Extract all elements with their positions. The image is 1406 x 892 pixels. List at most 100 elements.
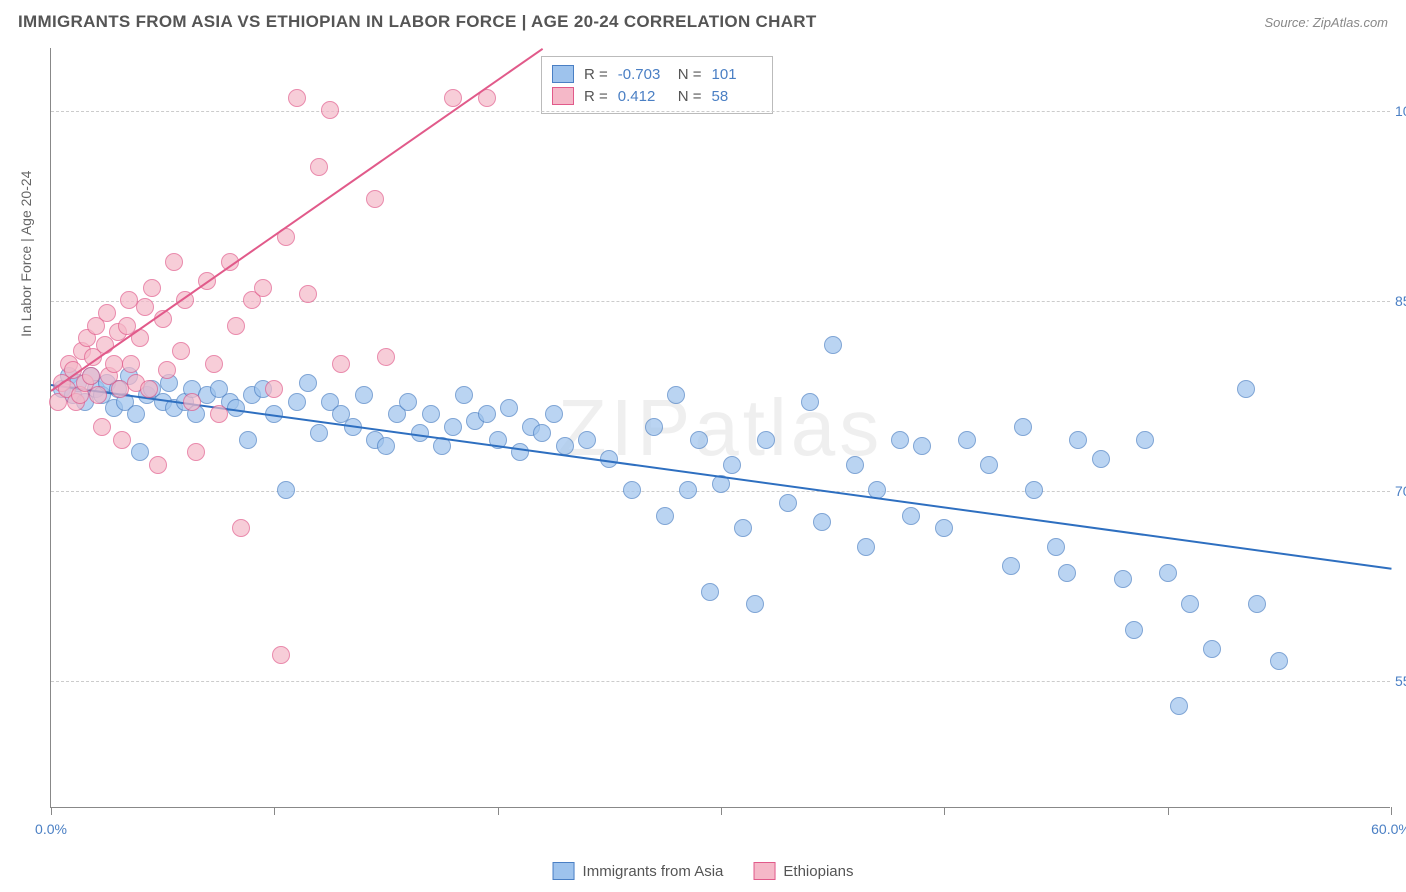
- data-point: [891, 431, 909, 449]
- data-point: [913, 437, 931, 455]
- stat-r-label: R =: [584, 88, 608, 105]
- data-point: [98, 304, 116, 322]
- data-point: [511, 443, 529, 461]
- data-point: [288, 393, 306, 411]
- data-point: [232, 519, 250, 537]
- data-point: [1047, 538, 1065, 556]
- data-point: [82, 367, 100, 385]
- data-point: [958, 431, 976, 449]
- data-point: [667, 386, 685, 404]
- data-point: [149, 456, 167, 474]
- data-point: [645, 418, 663, 436]
- data-point: [321, 101, 339, 119]
- data-point: [187, 443, 205, 461]
- stats-row: R =-0.703N =101: [552, 63, 762, 85]
- legend-label: Ethiopians: [783, 863, 853, 880]
- data-point: [857, 538, 875, 556]
- data-point: [332, 355, 350, 373]
- data-point: [183, 393, 201, 411]
- trend-line: [51, 384, 1391, 570]
- data-point: [444, 418, 462, 436]
- stats-legend-box: R =-0.703N =101R =0.412N =58: [541, 56, 773, 114]
- data-point: [122, 355, 140, 373]
- x-tick: [274, 807, 275, 815]
- data-point: [623, 481, 641, 499]
- x-tick-label: 60.0%: [1371, 821, 1406, 837]
- data-point: [1136, 431, 1154, 449]
- data-point: [1002, 557, 1020, 575]
- data-point: [272, 646, 290, 664]
- source-label: Source: ZipAtlas.com: [1264, 15, 1388, 30]
- data-point: [980, 456, 998, 474]
- stat-n-label: N =: [678, 66, 702, 83]
- data-point: [846, 456, 864, 474]
- data-point: [734, 519, 752, 537]
- data-point: [165, 253, 183, 271]
- legend-label: Immigrants from Asia: [583, 863, 724, 880]
- data-point: [131, 443, 149, 461]
- data-point: [265, 380, 283, 398]
- data-point: [127, 405, 145, 423]
- y-axis-label: In Labor Force | Age 20-24: [18, 171, 34, 337]
- data-point: [227, 317, 245, 335]
- stat-r-value: -0.703: [618, 66, 668, 83]
- x-tick: [51, 807, 52, 815]
- data-point: [723, 456, 741, 474]
- data-point: [801, 393, 819, 411]
- chart-container: IMMIGRANTS FROM ASIA VS ETHIOPIAN IN LAB…: [0, 0, 1406, 892]
- stat-r-label: R =: [584, 66, 608, 83]
- data-point: [1114, 570, 1132, 588]
- data-point: [690, 431, 708, 449]
- data-point: [105, 355, 123, 373]
- data-point: [205, 355, 223, 373]
- data-point: [172, 342, 190, 360]
- data-point: [500, 399, 518, 417]
- stat-n-value: 58: [712, 88, 762, 105]
- y-tick-label: 100.0%: [1395, 103, 1406, 119]
- data-point: [299, 374, 317, 392]
- x-tick-label: 0.0%: [35, 821, 67, 837]
- x-tick: [944, 807, 945, 815]
- data-point: [757, 431, 775, 449]
- data-point: [377, 348, 395, 366]
- data-point: [93, 418, 111, 436]
- data-point: [1170, 697, 1188, 715]
- data-point: [545, 405, 563, 423]
- data-point: [1092, 450, 1110, 468]
- data-point: [366, 190, 384, 208]
- data-point: [1014, 418, 1032, 436]
- x-tick: [721, 807, 722, 815]
- series-swatch: [552, 87, 574, 105]
- gridline: [51, 111, 1390, 112]
- data-point: [310, 158, 328, 176]
- x-tick: [1391, 807, 1392, 815]
- data-point: [288, 89, 306, 107]
- data-point: [422, 405, 440, 423]
- chart-title: IMMIGRANTS FROM ASIA VS ETHIOPIAN IN LAB…: [18, 12, 817, 32]
- y-tick-label: 55.0%: [1395, 673, 1406, 689]
- data-point: [455, 386, 473, 404]
- data-point: [478, 405, 496, 423]
- plot-area: ZIPatlas R =-0.703N =101R =0.412N =58 55…: [50, 48, 1390, 808]
- data-point: [1058, 564, 1076, 582]
- data-point: [1270, 652, 1288, 670]
- data-point: [310, 424, 328, 442]
- x-tick: [498, 807, 499, 815]
- data-point: [902, 507, 920, 525]
- header: IMMIGRANTS FROM ASIA VS ETHIOPIAN IN LAB…: [18, 12, 1388, 32]
- legend-swatch: [753, 862, 775, 880]
- data-point: [299, 285, 317, 303]
- data-point: [140, 380, 158, 398]
- data-point: [935, 519, 953, 537]
- gridline: [51, 681, 1390, 682]
- data-point: [1237, 380, 1255, 398]
- data-point: [399, 393, 417, 411]
- data-point: [824, 336, 842, 354]
- data-point: [1025, 481, 1043, 499]
- x-tick: [1168, 807, 1169, 815]
- legend-swatch: [553, 862, 575, 880]
- data-point: [701, 583, 719, 601]
- data-point: [277, 481, 295, 499]
- data-point: [533, 424, 551, 442]
- data-point: [1159, 564, 1177, 582]
